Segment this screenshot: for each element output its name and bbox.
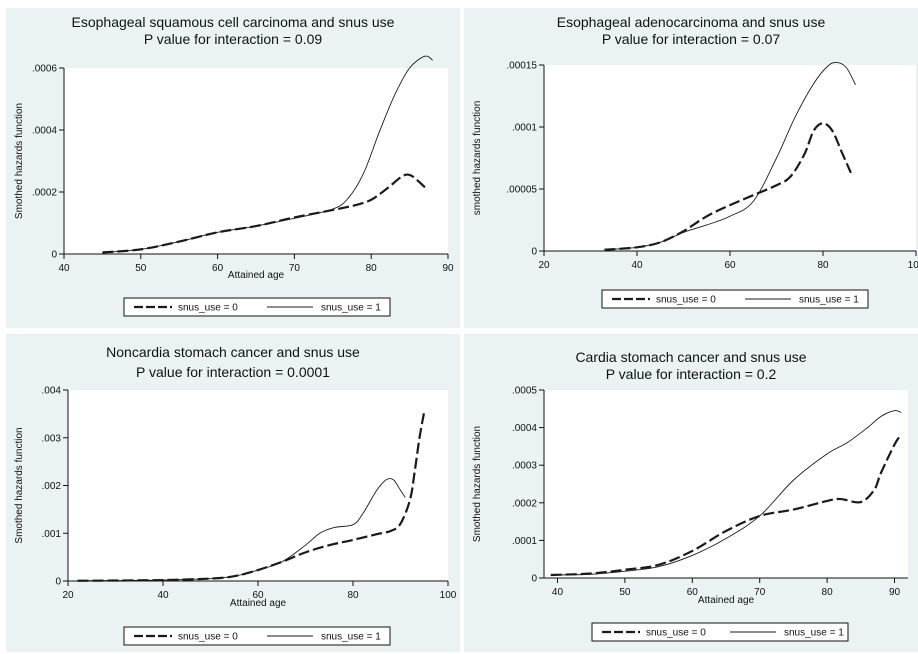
chart-1-xtick-label: 70 — [289, 263, 301, 274]
chart-3-legend-label-snus-use-1: snus_use = 1 — [321, 632, 381, 643]
chart-1-xtick-label: 80 — [366, 263, 378, 274]
chart-1-plot-area — [64, 68, 448, 254]
chart-4-ytick-label: .0003 — [512, 461, 537, 472]
chart-4-series-snus-use-0-line — [550, 433, 903, 577]
chart-3-title: Noncardia stomach cancer and snus use — [106, 344, 360, 360]
chart-1-legend-label-snus-use-1: snus_use = 1 — [321, 303, 381, 314]
chart-3-ytick-label: .001 — [42, 529, 62, 540]
chart-4-legend-box — [591, 622, 849, 642]
chart-2-ytick-label: 0 — [531, 247, 537, 258]
chart-3-xtick-label: 80 — [347, 590, 359, 601]
chart-panel-esophageal-scc: Esophageal squamous cell carcinoma and s… — [6, 8, 460, 328]
chart-2-xtick-label: 40 — [631, 260, 643, 271]
chart-1-xtick-label: 40 — [58, 263, 70, 274]
chart-2-ytick-label: .0001 — [512, 123, 537, 134]
chart-4-xtick-label: 60 — [687, 587, 699, 598]
chart-1-xlabel: Attained age — [228, 270, 285, 281]
chart-3-legend-label-snus-use-0: snus_use = 0 — [178, 632, 238, 643]
chart-3-ytick-label: 0 — [55, 577, 61, 588]
chart-1-title: Esophageal squamous cell carcinoma and s… — [72, 14, 395, 30]
chart-3-ytick-label: .004 — [42, 386, 62, 397]
chart-3-subtitle: P value for interaction = 0.0001 — [136, 364, 330, 380]
chart-panel-esophageal-adeno: Esophageal adenocarcinoma and snus use P … — [464, 8, 918, 328]
chart-3-xlabel: Attained age — [230, 598, 287, 609]
chart-3-series-snus-use-1-line — [77, 478, 406, 582]
chart-1-ytick-label: 0 — [51, 250, 57, 261]
chart-4-xtick-label: 70 — [754, 587, 766, 598]
chart-4-ytick-label: .0001 — [512, 536, 537, 547]
chart-4-xtick-label: 50 — [619, 587, 631, 598]
chart-1-ytick-label: .0004 — [32, 126, 57, 137]
chart-3-plot-area — [68, 390, 448, 581]
chart-2-series-snus-use-1-line — [604, 62, 856, 251]
chart-4-subtitle: P value for interaction = 0.2 — [606, 366, 777, 382]
chart-1-ylabel: Smothed hazards function — [14, 103, 25, 219]
chart-2-legend-label-snus-use-1: snus_use = 1 — [799, 295, 859, 306]
chart-1-xtick-label: 90 — [442, 263, 454, 274]
chart-4-legend-label-snus-use-1: snus_use = 1 — [784, 628, 844, 639]
chart-4-legend-label-snus-use-0: snus_use = 0 — [646, 628, 706, 639]
chart-3-ytick-label: .002 — [42, 481, 62, 492]
chart-1-xtick-label: 50 — [135, 263, 147, 274]
chart-4-ytick-label: 0 — [531, 574, 537, 585]
chart-3-xtick-label: 40 — [157, 590, 169, 601]
chart-2-legend-label-snus-use-0: snus_use = 0 — [656, 295, 716, 306]
chart-2-ylabel: smothed hazards function — [472, 101, 483, 216]
chart-1-legend-box — [123, 297, 391, 317]
chart-3-xtick-label: 60 — [252, 590, 264, 601]
chart-1-ytick-label: .0002 — [32, 188, 57, 199]
chart-2-xtick-label: 60 — [724, 260, 736, 271]
chart-3-ylabel: Smothed hazards function — [14, 427, 25, 543]
chart-1-xtick-label: 60 — [212, 263, 224, 274]
chart-3-ytick-label: .003 — [42, 433, 62, 444]
chart-1-series-snus-use-1-line — [102, 55, 433, 253]
chart-1-legend-label-snus-use-0: snus_use = 0 — [178, 303, 238, 314]
chart-4-ylabel: Smothed hazards function — [472, 426, 483, 542]
chart-4-xtick-label: 80 — [822, 587, 834, 598]
chart-2-title: Esophageal adenocarcinoma and snus use — [557, 14, 826, 30]
chart-2-xtick-label: 100 — [908, 260, 918, 271]
chart-4-xlabel: Attained age — [698, 595, 755, 606]
chart-svg-esophageal-scc: Esophageal squamous cell carcinoma and s… — [14, 14, 454, 317]
chart-2-subtitle: P value for interaction = 0.07 — [602, 31, 781, 47]
chart-1-subtitle: P value for interaction = 0.09 — [144, 31, 323, 47]
chart-1-ytick-label: .0006 — [32, 64, 57, 75]
chart-2-plot-area — [544, 65, 916, 251]
chart-2-ytick-label: .00005 — [506, 185, 537, 196]
chart-2-legend-box — [601, 289, 869, 309]
chart-3-xtick-label: 20 — [62, 590, 74, 601]
chart-2-xtick-label: 20 — [538, 260, 550, 271]
chart-4-ytick-label: .0002 — [512, 498, 537, 509]
chart-4-xtick-label: 90 — [889, 587, 901, 598]
chart-svg-noncardia-stomach: Noncardia stomach cancer and snus use P v… — [14, 344, 457, 646]
chart-panel-cardia-stomach: Cardia stomach cancer and snus use P valu… — [464, 334, 918, 652]
chart-svg-esophageal-adeno: Esophageal adenocarcinoma and snus useP … — [472, 14, 918, 309]
chart-4-plot-area — [544, 390, 908, 578]
chart-4-ytick-label: .0005 — [512, 386, 537, 397]
chart-3-xtick-label: 100 — [440, 590, 457, 601]
chart-3-legend-box — [123, 626, 391, 646]
chart-2-xtick-label: 80 — [817, 260, 829, 271]
chart-2-ytick-label: .00015 — [506, 61, 537, 72]
chart-4-title: Cardia stomach cancer and snus use — [575, 349, 806, 365]
chart-4-series-snus-use-1-line — [550, 410, 902, 576]
chart-4-ytick-label: .0004 — [512, 423, 537, 434]
chart-4-xtick-label: 40 — [552, 587, 564, 598]
chart-panel-noncardia-stomach: Noncardia stomach cancer and snus use P v… — [6, 334, 460, 652]
